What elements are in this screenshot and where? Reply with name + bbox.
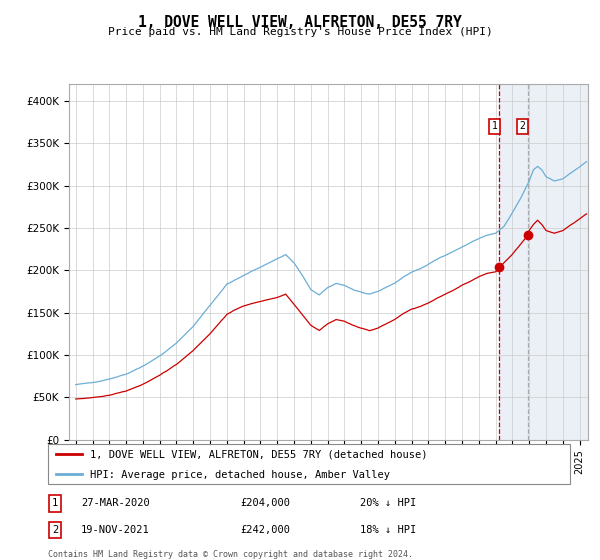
Text: 2: 2 <box>52 525 58 535</box>
Text: 1, DOVE WELL VIEW, ALFRETON, DE55 7RY (detached house): 1, DOVE WELL VIEW, ALFRETON, DE55 7RY (d… <box>90 450 427 460</box>
Text: 1: 1 <box>491 122 497 132</box>
Text: 20% ↓ HPI: 20% ↓ HPI <box>360 498 416 508</box>
Bar <box>499 84 588 440</box>
Text: Contains HM Land Registry data © Crown copyright and database right 2024.
This d: Contains HM Land Registry data © Crown c… <box>48 550 413 560</box>
Text: 18% ↓ HPI: 18% ↓ HPI <box>360 525 416 535</box>
Text: £242,000: £242,000 <box>240 525 290 535</box>
Text: 19-NOV-2021: 19-NOV-2021 <box>81 525 150 535</box>
Text: 1: 1 <box>52 498 58 508</box>
Text: 27-MAR-2020: 27-MAR-2020 <box>81 498 150 508</box>
Text: HPI: Average price, detached house, Amber Valley: HPI: Average price, detached house, Ambe… <box>90 470 390 480</box>
FancyBboxPatch shape <box>48 444 570 484</box>
Text: £204,000: £204,000 <box>240 498 290 508</box>
Text: 1, DOVE WELL VIEW, ALFRETON, DE55 7RY: 1, DOVE WELL VIEW, ALFRETON, DE55 7RY <box>138 15 462 30</box>
Text: 2: 2 <box>520 122 526 132</box>
Text: Price paid vs. HM Land Registry's House Price Index (HPI): Price paid vs. HM Land Registry's House … <box>107 27 493 38</box>
